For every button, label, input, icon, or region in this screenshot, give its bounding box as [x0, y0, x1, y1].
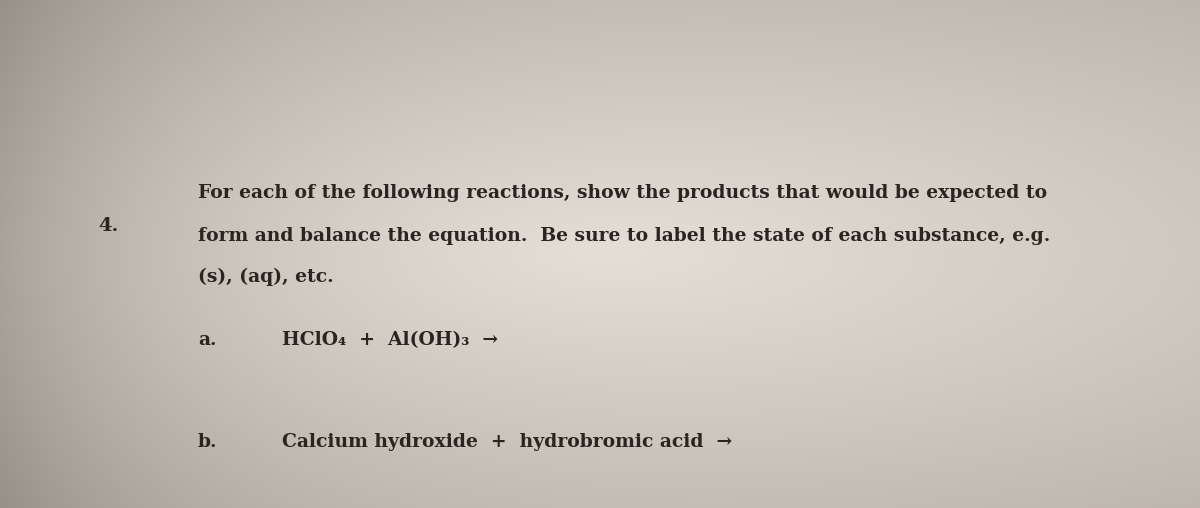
Text: (s), (aq), etc.: (s), (aq), etc. — [198, 268, 334, 286]
Text: b.: b. — [198, 433, 217, 451]
Text: a.: a. — [198, 331, 216, 350]
Text: Calcium hydroxide  +  hydrobromic acid  →: Calcium hydroxide + hydrobromic acid → — [282, 433, 732, 451]
Text: HClO₄  +  Al(OH)₃  →: HClO₄ + Al(OH)₃ → — [282, 331, 498, 350]
Text: 4.: 4. — [98, 217, 119, 235]
Text: For each of the following reactions, show the products that would be expected to: For each of the following reactions, sho… — [198, 184, 1048, 202]
Text: form and balance the equation.  Be sure to label the state of each substance, e.: form and balance the equation. Be sure t… — [198, 227, 1050, 245]
